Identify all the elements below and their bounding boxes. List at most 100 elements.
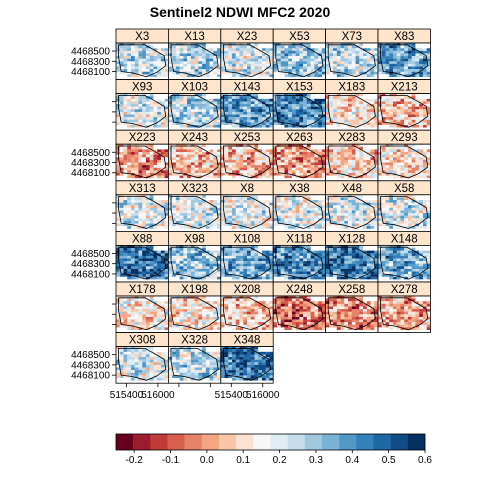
raster-cell [340, 226, 345, 229]
raster-cell [385, 45, 390, 49]
raster-cell [426, 228, 431, 232]
panel-X83: X83 [377, 28, 431, 80]
raster-cell [276, 215, 281, 219]
raster-cell [202, 98, 206, 102]
raster-cell [378, 170, 382, 174]
raster-cell [149, 253, 154, 256]
raster-cell [273, 149, 278, 153]
raster-cell [355, 106, 360, 110]
raster-cell [265, 223, 270, 227]
raster-cell [273, 109, 278, 113]
raster-cell [209, 152, 214, 155]
raster-cell [310, 218, 315, 222]
raster-cell [325, 149, 330, 153]
raster-cell [232, 61, 236, 65]
raster-cells [116, 43, 169, 80]
raster-cell [250, 122, 255, 126]
raster-cell [224, 167, 229, 171]
raster-cell [269, 104, 274, 107]
raster-cell [381, 170, 386, 174]
raster-cell [220, 215, 225, 219]
raster-cell [306, 220, 311, 224]
raster-cell [243, 167, 248, 171]
raster-cell [142, 200, 147, 203]
raster-cell [295, 213, 300, 216]
raster-cell [142, 245, 147, 249]
raster-cell [299, 197, 304, 201]
raster-cell [314, 50, 319, 54]
raster-cell [280, 56, 285, 59]
raster-cell [363, 205, 367, 209]
raster-cell [344, 223, 349, 227]
raster-cell [385, 197, 390, 201]
raster-cell [175, 48, 180, 51]
raster-cell [336, 226, 341, 229]
raster-cell [172, 43, 177, 46]
raster-cell [145, 258, 150, 262]
raster-cell [340, 149, 345, 153]
raster-cell [119, 172, 124, 176]
raster-cell [145, 119, 150, 123]
raster-cell [164, 263, 169, 267]
raster-cell [411, 167, 416, 171]
raster-cell [198, 127, 203, 131]
raster-cell [269, 111, 274, 115]
raster-cell [202, 114, 206, 118]
raster-cell [318, 56, 322, 59]
raster-cell [153, 167, 158, 171]
raster-cell [160, 106, 165, 110]
raster-cell [396, 58, 401, 62]
raster-cell [333, 144, 337, 147]
raster-cell [415, 152, 420, 155]
raster-cell [336, 93, 341, 97]
raster-cell [258, 154, 263, 158]
raster-cell [232, 167, 236, 171]
raster-cell [123, 101, 128, 105]
raster-cell [273, 74, 278, 78]
raster-cell [194, 146, 199, 150]
raster-cell [243, 74, 248, 78]
raster-cell [138, 268, 143, 272]
raster-cell [119, 215, 124, 219]
raster-cell [370, 194, 375, 198]
raster-cell [243, 50, 248, 54]
raster-cell [396, 53, 401, 57]
raster-cell [359, 122, 364, 126]
raster-cell [168, 114, 173, 118]
panel-X73: X73 [325, 28, 379, 80]
raster-cell [250, 152, 255, 155]
raster-cell [250, 76, 255, 80]
raster-cell [310, 76, 315, 80]
raster-cell [254, 117, 259, 120]
raster-cell [318, 197, 322, 201]
raster-cell [202, 149, 206, 153]
raster-cell [400, 48, 405, 51]
raster-cell [381, 104, 386, 107]
raster-cell [299, 96, 304, 99]
raster-cell [351, 71, 356, 75]
raster-cell [370, 122, 375, 126]
raster-cell [389, 220, 394, 224]
raster-cell [130, 45, 135, 49]
raster-cell [306, 63, 311, 67]
raster-cell [336, 223, 341, 227]
raster-cell [392, 50, 397, 54]
raster-cell [232, 109, 236, 113]
raster-cell [198, 104, 203, 107]
raster-cell [336, 197, 341, 201]
raster-cell [142, 127, 147, 131]
raster-cell [202, 122, 206, 126]
raster-cell [404, 106, 409, 110]
raster-cell [224, 223, 229, 227]
raster-cell [366, 197, 371, 201]
raster-cell [224, 56, 229, 59]
raster-cell [194, 122, 199, 126]
raster-cell [318, 69, 322, 72]
raster-cell [134, 245, 139, 249]
raster-cell [130, 266, 135, 270]
raster-cell [243, 178, 248, 181]
raster-cell [232, 223, 236, 227]
raster-cell [419, 122, 424, 126]
raster-cell [153, 197, 158, 201]
raster-cell [205, 114, 210, 118]
